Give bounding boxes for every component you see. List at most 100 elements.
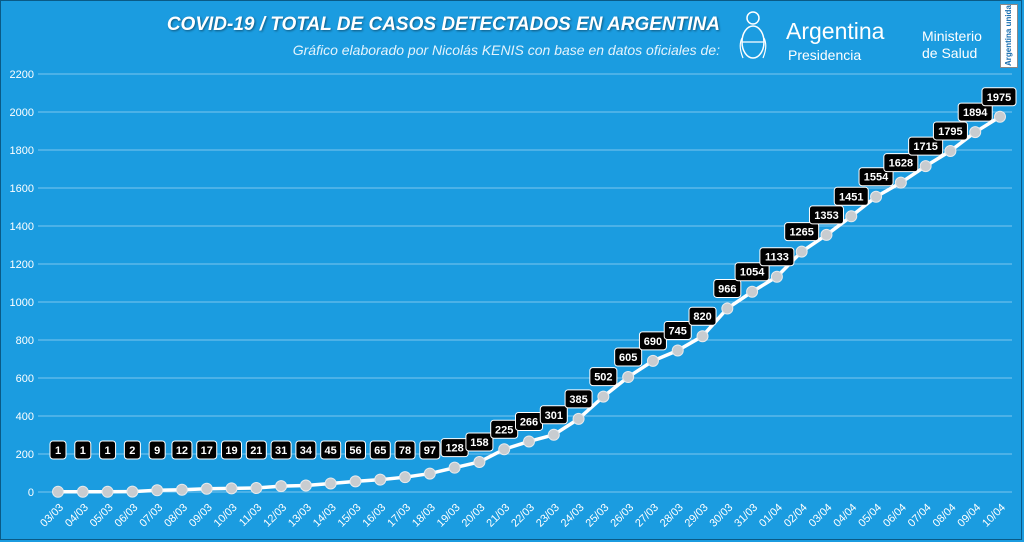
data-label: 158	[465, 432, 494, 452]
data-label: 502	[589, 367, 618, 387]
data-label: 65	[369, 440, 391, 460]
data-point	[944, 144, 957, 157]
data-point	[151, 484, 164, 497]
data-point	[919, 160, 932, 173]
data-point	[324, 477, 337, 490]
data-label: 45	[320, 440, 342, 460]
x-tick-label: 01/04	[757, 502, 785, 530]
data-label-text: 1	[80, 445, 86, 457]
data-label-box	[221, 440, 243, 460]
data-label: 9	[148, 440, 166, 460]
data-label: 34	[295, 440, 317, 460]
data-label: 820	[688, 306, 717, 326]
x-tick-label: 24/03	[559, 502, 587, 530]
x-tick-label: 25/03	[584, 502, 612, 530]
x-tick-label: 03/03	[38, 502, 66, 530]
data-label-box	[908, 136, 944, 156]
data-label-text: 1054	[740, 267, 765, 279]
data-label-text: 17	[201, 445, 213, 457]
x-tick-label: 12/03	[261, 502, 289, 530]
y-tick-label: 1200	[10, 259, 34, 271]
data-point	[126, 485, 139, 498]
data-label-text: 820	[693, 311, 711, 323]
x-tick-label: 07/04	[906, 502, 934, 530]
data-point	[299, 479, 312, 492]
data-label-text: 9	[154, 445, 160, 457]
y-tick-label: 1600	[10, 183, 34, 195]
data-label: 745	[663, 320, 692, 340]
y-tick-label: 1000	[10, 297, 34, 309]
data-point	[52, 485, 64, 498]
data-point	[870, 190, 883, 203]
chart-title: COVID-19 / TOTAL DE CASOS DETECTADOS EN …	[166, 14, 720, 35]
data-label-text: 385	[569, 394, 587, 406]
data-label-box	[663, 320, 692, 340]
data-label-text: 2	[129, 445, 135, 457]
x-tick-label: 02/04	[782, 502, 810, 530]
data-label: 17	[196, 440, 218, 460]
data-label-box	[270, 440, 292, 460]
y-tick-label: 800	[16, 335, 34, 347]
x-tick-label: 15/03	[336, 502, 364, 530]
data-label: 1	[99, 440, 117, 460]
data-labels-layer: 1 1 1 2 9 12 17 19 21 31 34 45 56 65 78 97 128 1582252663…	[49, 87, 1017, 460]
data-label-box	[713, 278, 742, 298]
data-point	[845, 210, 858, 223]
x-tick-label: 08/04	[931, 502, 959, 530]
y-tick-label: 200	[16, 449, 34, 461]
data-label-text: 605	[619, 352, 637, 364]
ministry-line-2: de Salud	[922, 45, 978, 61]
data-label-text: 1	[105, 445, 111, 457]
data-point	[349, 475, 362, 488]
data-point	[448, 461, 461, 474]
data-label: 1265	[784, 222, 820, 242]
data-label-text: 1894	[963, 107, 988, 119]
data-label-text: 1554	[864, 172, 889, 184]
x-tick-label: 19/03	[435, 502, 463, 530]
x-tick-label: 20/03	[460, 502, 488, 530]
data-label-text: 1	[55, 445, 61, 457]
x-tick-label: 30/03	[707, 502, 735, 530]
data-point	[646, 354, 659, 367]
data-label-box	[148, 440, 166, 460]
data-label-box	[465, 432, 494, 452]
x-tick-label: 09/04	[955, 502, 983, 530]
data-label: 31	[270, 440, 292, 460]
x-tick-label: 10/03	[212, 502, 240, 530]
data-label-box	[833, 186, 869, 206]
x-tick-label: 27/03	[633, 502, 661, 530]
data-label-box	[614, 347, 643, 367]
data-label-text: 65	[374, 445, 386, 457]
data-point	[200, 482, 213, 495]
data-label-box	[539, 405, 568, 425]
data-label-text: 31	[275, 445, 287, 457]
x-tick-label: 14/03	[311, 502, 339, 530]
data-label: 97	[419, 440, 441, 460]
x-tick-label: 17/03	[385, 502, 413, 530]
y-tick-label: 2000	[10, 107, 34, 119]
data-point	[523, 435, 535, 448]
chart-subtitle: Gráfico elaborado por Nicolás KENIS con …	[292, 42, 720, 58]
data-label: 1133	[759, 247, 795, 267]
data-label: 1451	[833, 186, 869, 206]
data-label-box	[858, 167, 894, 187]
coat-of-arms-icon	[739, 11, 767, 59]
data-label-text: 45	[325, 445, 337, 457]
data-point	[622, 371, 635, 384]
x-axis-ticks: 03/0304/0305/0306/0307/0308/0309/0310/03…	[38, 502, 1008, 530]
data-point	[696, 330, 709, 343]
y-axis-ticks: 0 200 400 600 800 1000 1200 1400 1600 1800 2000 220…	[10, 69, 34, 499]
data-points-layer	[52, 110, 1006, 498]
data-label-text: 502	[594, 372, 612, 384]
data-point	[423, 467, 436, 480]
data-label-text: 1715	[913, 141, 937, 153]
data-label: 128	[440, 438, 469, 458]
data-label-box	[688, 306, 717, 326]
data-label-box	[245, 440, 267, 460]
data-label-box	[171, 440, 193, 460]
data-label-box	[957, 102, 993, 122]
data-label-box	[344, 440, 366, 460]
x-tick-label: 21/03	[484, 502, 512, 530]
